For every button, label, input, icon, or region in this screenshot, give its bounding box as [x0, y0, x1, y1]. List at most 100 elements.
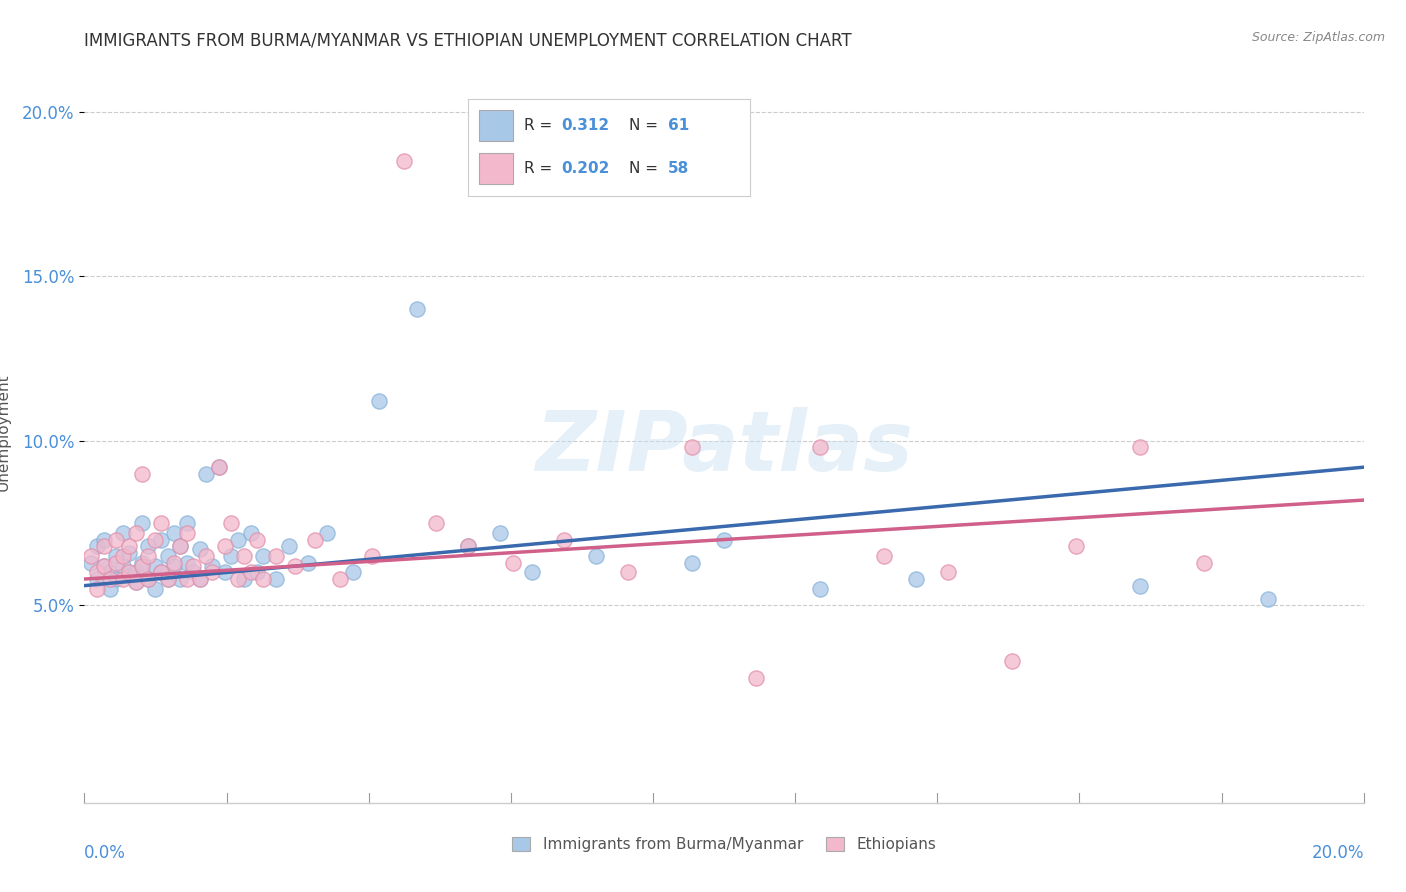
Point: [1129, 579, 1152, 593]
Point: [252, 572, 274, 586]
Point: [221, 516, 243, 530]
Point: [176, 516, 198, 530]
Text: Source: ZipAtlas.com: Source: ZipAtlas.com: [1251, 31, 1385, 45]
Point: [124, 575, 146, 590]
Point: [194, 549, 217, 563]
Point: [188, 542, 211, 557]
Point: [681, 556, 703, 570]
Point: [214, 539, 236, 553]
Point: [163, 556, 186, 570]
Point: [304, 533, 326, 547]
Point: [93, 533, 115, 547]
Y-axis label: Unemployment: Unemployment: [0, 374, 11, 491]
Point: [169, 539, 191, 553]
Point: [150, 533, 173, 547]
Point: [188, 572, 211, 586]
Point: [264, 549, 288, 563]
Point: [118, 566, 141, 580]
Point: [138, 572, 160, 586]
Point: [201, 566, 224, 580]
Point: [131, 558, 153, 573]
Point: [905, 572, 928, 586]
Point: [457, 539, 479, 553]
Point: [181, 566, 204, 580]
Point: [131, 516, 153, 530]
Point: [188, 572, 211, 586]
Point: [233, 549, 256, 563]
Point: [1001, 654, 1024, 668]
Point: [156, 549, 179, 563]
Point: [163, 526, 186, 541]
Point: [284, 558, 307, 573]
Point: [138, 572, 160, 586]
Point: [131, 556, 153, 570]
Point: [221, 549, 243, 563]
Point: [163, 558, 186, 573]
Point: [425, 516, 447, 530]
Point: [111, 549, 134, 563]
Point: [143, 533, 166, 547]
Point: [143, 582, 166, 596]
Point: [406, 302, 429, 317]
Point: [316, 526, 339, 541]
Point: [239, 566, 262, 580]
Point: [131, 467, 153, 481]
Point: [80, 556, 103, 570]
Point: [553, 533, 575, 547]
Point: [138, 549, 160, 563]
Point: [713, 533, 735, 547]
Point: [176, 526, 198, 541]
Point: [233, 572, 256, 586]
Point: [98, 582, 121, 596]
Point: [124, 526, 146, 541]
Point: [226, 533, 249, 547]
Point: [98, 572, 121, 586]
Point: [118, 539, 141, 553]
Point: [150, 516, 173, 530]
Point: [86, 582, 108, 596]
Point: [118, 546, 141, 560]
Text: 0.0%: 0.0%: [84, 844, 127, 862]
Point: [156, 572, 179, 586]
Point: [86, 566, 108, 580]
Point: [181, 558, 204, 573]
Point: [502, 556, 524, 570]
Point: [105, 533, 128, 547]
Point: [808, 441, 831, 455]
Point: [105, 549, 128, 563]
Point: [329, 572, 352, 586]
Text: IMMIGRANTS FROM BURMA/MYANMAR VS ETHIOPIAN UNEMPLOYMENT CORRELATION CHART: IMMIGRANTS FROM BURMA/MYANMAR VS ETHIOPI…: [84, 32, 852, 50]
Point: [1257, 591, 1279, 606]
Point: [489, 526, 512, 541]
Point: [143, 558, 166, 573]
Point: [252, 549, 274, 563]
Point: [342, 566, 364, 580]
Point: [138, 539, 160, 553]
Point: [745, 671, 768, 685]
Point: [246, 566, 269, 580]
Point: [394, 154, 416, 169]
Point: [1064, 539, 1087, 553]
Point: [169, 572, 191, 586]
Legend: Immigrants from Burma/Myanmar, Ethiopians: Immigrants from Burma/Myanmar, Ethiopian…: [506, 830, 942, 858]
Point: [208, 460, 231, 475]
Point: [118, 568, 141, 582]
Point: [457, 539, 479, 553]
Text: ZIPatlas: ZIPatlas: [536, 407, 912, 488]
Point: [361, 549, 384, 563]
Point: [93, 539, 115, 553]
Point: [522, 566, 544, 580]
Point: [111, 572, 134, 586]
Point: [150, 566, 173, 580]
Point: [86, 539, 108, 553]
Point: [86, 572, 108, 586]
Point: [873, 549, 896, 563]
Point: [169, 539, 191, 553]
Point: [808, 582, 831, 596]
Point: [367, 394, 389, 409]
Point: [93, 558, 115, 573]
Point: [176, 572, 198, 586]
Point: [93, 558, 115, 573]
Point: [156, 572, 179, 586]
Point: [1192, 556, 1215, 570]
